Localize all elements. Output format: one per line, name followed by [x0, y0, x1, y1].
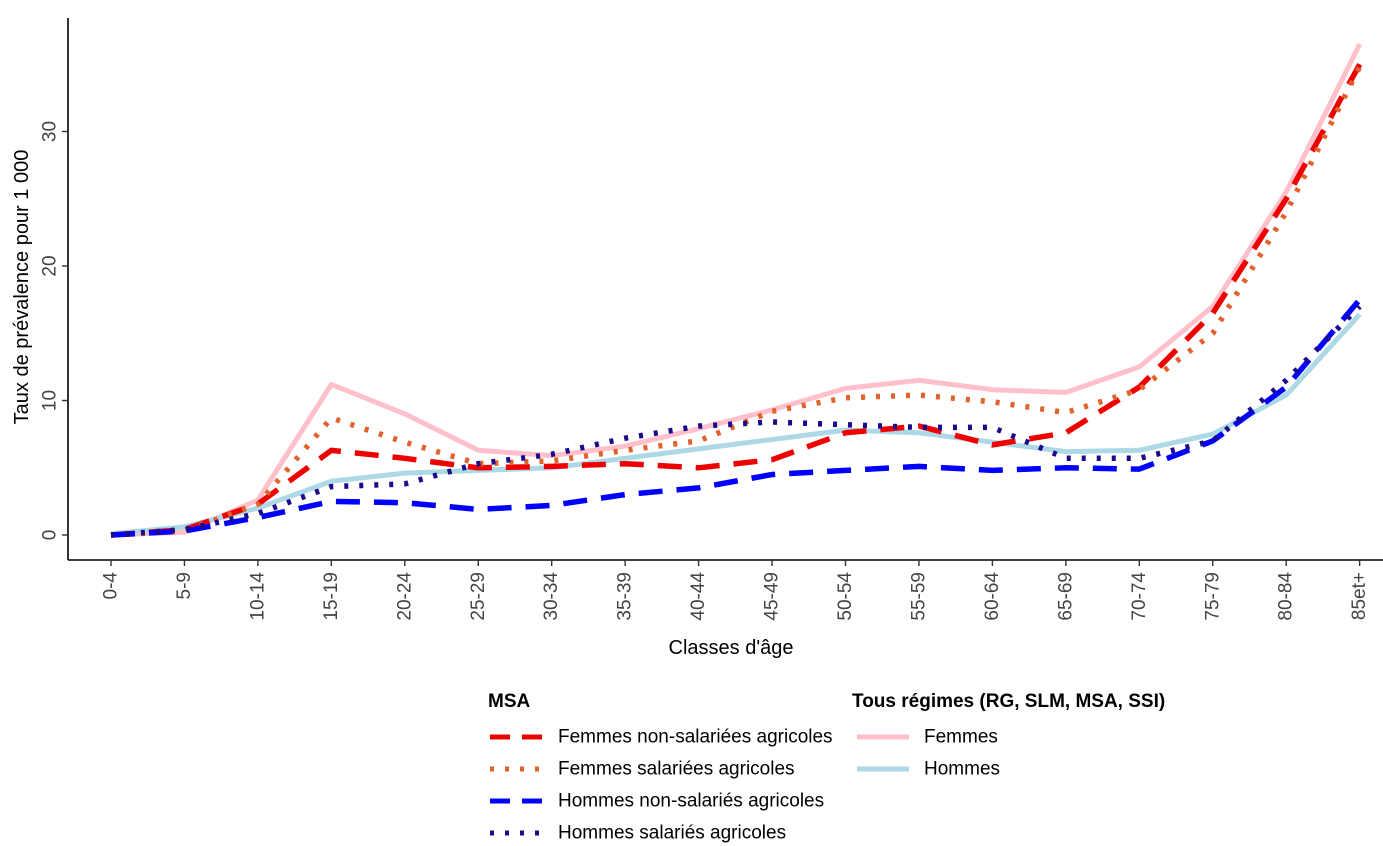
legend-label: Hommes	[924, 759, 1000, 780]
x-tick-label: 60-64	[982, 572, 1003, 621]
x-tick-label: 40-44	[688, 572, 709, 621]
x-tick-label: 20-24	[394, 572, 415, 621]
x-axis-title: Classes d'âge	[669, 637, 794, 659]
legend-label: Hommes salariés agricoles	[558, 823, 786, 844]
x-tick-label: 35-39	[615, 572, 636, 621]
legend-title-msa: MSA	[488, 691, 531, 712]
x-tick-label: 30-34	[541, 572, 562, 621]
y-tick-label: 0	[40, 530, 61, 541]
series-line-hommes-non-salari-s-agricoles	[110, 297, 1362, 538]
x-tick-label: 80-84	[1276, 572, 1297, 621]
x-tick-label: 0-4	[101, 572, 122, 600]
x-tick-label: 25-29	[468, 572, 489, 621]
y-tick-label: 30	[40, 121, 61, 142]
x-tick-label: 70-74	[1129, 572, 1150, 621]
x-tick-label: 5-9	[174, 572, 195, 599]
series-line-femmes	[110, 42, 1362, 538]
legend: MSA Tous régimes (RG, SLM, MSA, SSI) Fem…	[488, 691, 1165, 844]
legend-label: Femmes non-salariées agricoles	[558, 727, 833, 748]
y-axis-title: Taux de prévalence pour 1 000	[11, 150, 33, 425]
series-line-hommes	[110, 312, 1362, 537]
series-lines	[110, 42, 1363, 538]
x-tick-label: 15-19	[321, 572, 342, 621]
legend-label: Hommes non-salariés agricoles	[558, 791, 824, 812]
axes: 0 10 20 30 0-4 5-9 10-14 15-19 20-24 25-29 30-34 35…	[40, 18, 1383, 621]
x-tick-label: 65-69	[1055, 572, 1076, 621]
x-tick-label: 45-49	[762, 572, 783, 621]
legend-label: Femmes salariées agricoles	[558, 759, 795, 780]
series-line-femmes-non-salari-es-agricoles	[110, 62, 1363, 538]
legend-title-tous-regimes: Tous régimes (RG, SLM, MSA, SSI)	[852, 691, 1165, 712]
x-tick-label: 55-59	[908, 572, 929, 621]
x-tick-label: 75-79	[1202, 572, 1223, 621]
x-tick-label: 85et+	[1349, 572, 1370, 620]
x-tick-label: 50-54	[835, 572, 856, 621]
legend-label: Femmes	[924, 727, 998, 748]
y-tick-label: 20	[40, 255, 61, 276]
x-tick-label: 10-14	[247, 572, 268, 621]
y-tick-label: 10	[40, 390, 61, 411]
